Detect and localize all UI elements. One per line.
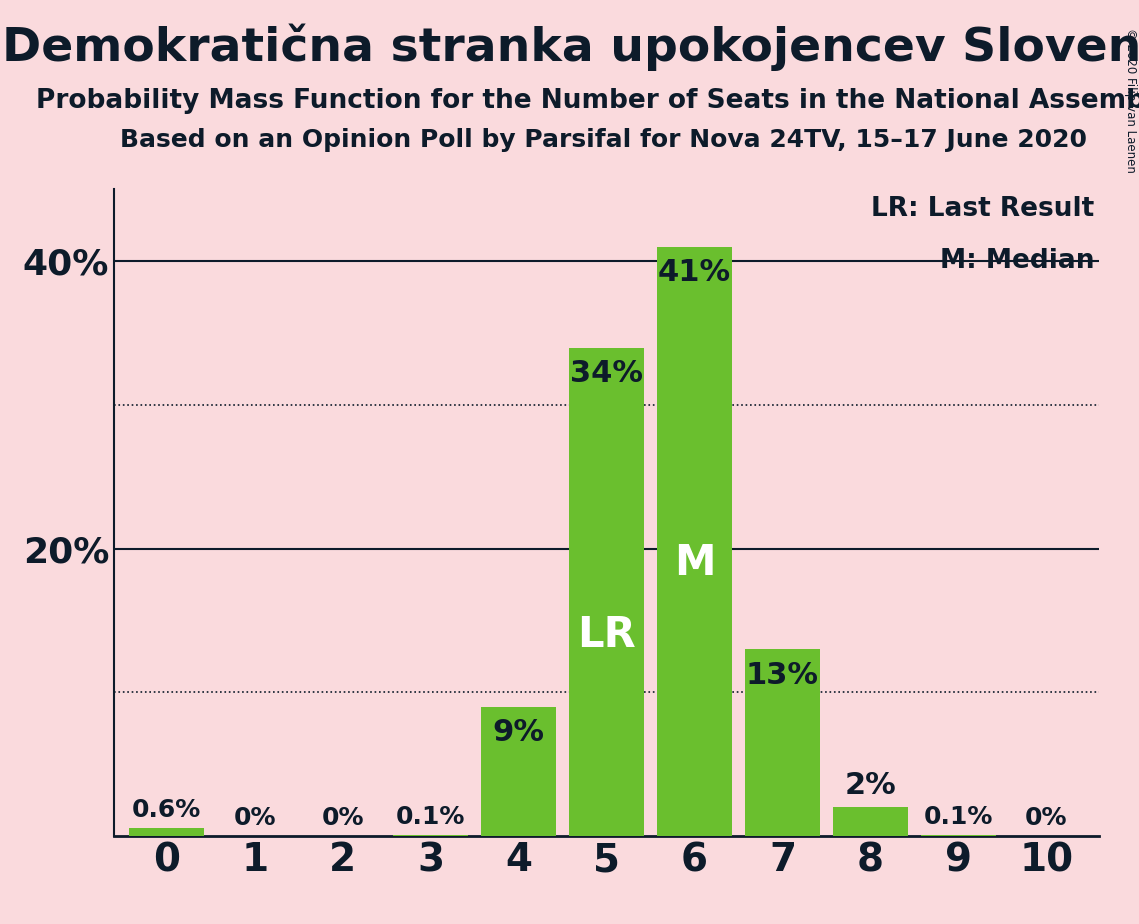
Bar (481, 707, 556, 836)
Text: LR: Last Result: LR: Last Result (871, 196, 1095, 222)
Bar (130, 828, 204, 836)
Text: 41%: 41% (658, 259, 731, 287)
Bar (833, 808, 908, 836)
Text: 0.1%: 0.1% (924, 805, 993, 829)
Bar (657, 247, 732, 836)
Text: M: Median: M: Median (940, 248, 1095, 274)
Bar (921, 834, 995, 836)
Text: 0%: 0% (233, 807, 276, 831)
Bar (745, 650, 820, 836)
Text: 0%: 0% (321, 807, 363, 831)
Text: © 2020 Filip van Laenen: © 2020 Filip van Laenen (1124, 28, 1137, 173)
Text: 0%: 0% (1025, 807, 1067, 831)
Text: 0.6%: 0.6% (132, 797, 202, 821)
Text: 0.1%: 0.1% (396, 805, 465, 829)
Text: Demokratična stranka upokojencev Slovenije: Demokratična stranka upokojencev Sloveni… (2, 23, 1139, 70)
Text: 9%: 9% (492, 718, 544, 748)
Text: 13%: 13% (746, 661, 819, 690)
Text: LR: LR (577, 614, 636, 656)
Bar (393, 834, 468, 836)
Text: 34%: 34% (570, 359, 644, 388)
Text: M: M (674, 542, 715, 584)
Text: Based on an Opinion Poll by Parsifal for Nova 24TV, 15–17 June 2020: Based on an Opinion Poll by Parsifal for… (121, 128, 1087, 152)
Bar (570, 347, 644, 836)
Text: 2%: 2% (844, 772, 896, 800)
Text: Probability Mass Function for the Number of Seats in the National Assembly: Probability Mass Function for the Number… (36, 88, 1139, 114)
